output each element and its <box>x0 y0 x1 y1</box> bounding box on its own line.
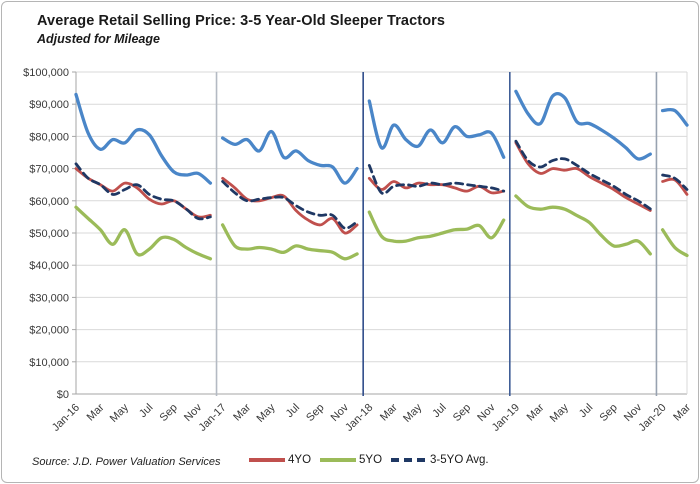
x-tick-label: Jul <box>137 402 155 420</box>
series-5yo <box>74 194 689 261</box>
legend-item-4yo: 4YO <box>249 454 311 466</box>
chart-title: Average Retail Selling Price: 3-5 Year-O… <box>37 13 446 29</box>
chart-subtitle: Adjusted for Mileage <box>37 32 160 46</box>
y-tick-label: $20,000 <box>29 325 69 337</box>
legend-line-icon <box>320 458 357 462</box>
x-tick-label: Mar <box>671 401 693 423</box>
x-tick-label: May <box>401 401 425 425</box>
x-tick-label: Jan-18 <box>343 402 375 434</box>
y-tick-label: $80,000 <box>29 131 69 143</box>
x-tick-label: Jul <box>430 402 448 420</box>
legend-item-5yo: 5YO <box>320 454 382 466</box>
line-segment <box>514 89 652 161</box>
x-tick-label: Mar <box>525 401 547 423</box>
x-tick-label: Jan-17 <box>196 402 228 434</box>
y-tick-label: $10,000 <box>29 357 69 369</box>
y-tick-label: $30,000 <box>29 292 69 304</box>
line-segment <box>661 173 689 191</box>
line-segment <box>74 205 213 261</box>
x-tick-label: May <box>108 401 132 425</box>
series-4yo <box>74 141 689 235</box>
x-tick-label: Jan-19 <box>490 402 522 434</box>
x-tick-label: Jan-20 <box>636 402 668 434</box>
x-tick-label: Mar <box>231 401 253 423</box>
series-3-5yo-avg <box>74 139 689 230</box>
x-tick-label: Mar <box>85 401 107 423</box>
legend-label: 5YO <box>359 454 383 466</box>
y-tick-label: $100,000 <box>23 67 69 79</box>
y-axis-labels: $0 $10,000 $20,000 $30,000 $40,000 $50,000 $60… <box>23 67 69 401</box>
line-segment <box>514 141 652 212</box>
legend-line-icon <box>249 458 285 462</box>
line-segment <box>514 139 652 211</box>
y-tick-label: $0 <box>57 389 69 401</box>
x-tick-label: Sep <box>597 402 619 424</box>
legend-line-icon <box>391 458 428 462</box>
gridlines <box>72 71 687 395</box>
x-tick-label: May <box>548 401 572 425</box>
line-segment <box>221 180 359 230</box>
line-segment <box>220 223 359 261</box>
year-separators <box>215 72 658 396</box>
line-segment <box>660 228 689 258</box>
legend: 4YO 5YO 3-5YO Avg. <box>249 454 489 466</box>
x-tick-label: Jul <box>577 402 595 420</box>
line-segment <box>660 107 689 127</box>
legend-label: 4YO <box>288 454 312 466</box>
line-segment <box>514 194 652 256</box>
line-segment <box>220 129 359 185</box>
y-tick-label: $90,000 <box>29 99 69 111</box>
y-tick-label: $40,000 <box>29 260 69 272</box>
y-tick-label: $60,000 <box>29 196 69 208</box>
source-note: Source: J.D. Power Valuation Services <box>32 456 221 468</box>
x-tick-label: Mar <box>378 401 400 423</box>
x-tick-label: Sep <box>304 402 326 424</box>
line-segment <box>221 176 359 235</box>
x-tick-label: May <box>254 401 278 425</box>
x-tick-label: Sep <box>451 402 473 424</box>
y-tick-label: $70,000 <box>29 164 69 176</box>
series-3yo <box>74 89 689 185</box>
legend-item-3-5yo-avg: 3-5YO Avg. <box>391 454 489 466</box>
line-segment <box>367 210 506 244</box>
x-tick-label: Sep <box>158 402 180 424</box>
x-tick-label: Jan-16 <box>50 402 82 434</box>
y-tick-label: $50,000 <box>29 228 69 240</box>
line-segment <box>74 92 213 185</box>
x-tick-label: Jul <box>284 402 302 420</box>
line-segment <box>367 164 506 195</box>
line-segment <box>367 99 506 159</box>
legend-label: 3-5YO Avg. <box>430 454 489 466</box>
line-segment <box>74 162 212 221</box>
